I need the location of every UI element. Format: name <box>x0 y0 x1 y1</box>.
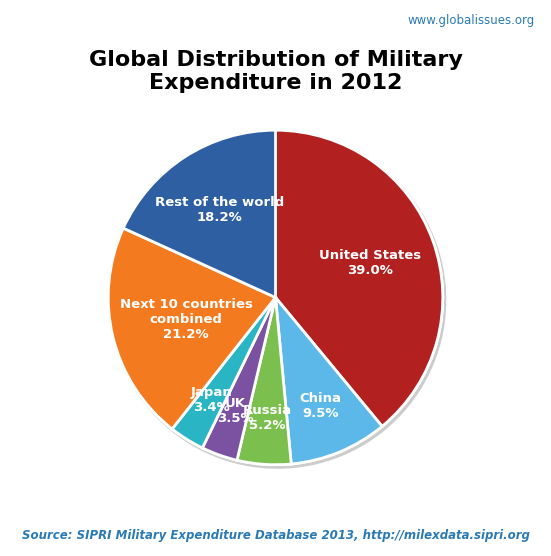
Wedge shape <box>108 228 276 429</box>
Wedge shape <box>237 297 291 465</box>
Text: United States
39.0%: United States 39.0% <box>319 250 421 277</box>
Text: www.globalissues.org: www.globalissues.org <box>407 14 534 27</box>
Text: China
9.5%: China 9.5% <box>299 391 341 420</box>
Wedge shape <box>202 297 276 460</box>
Text: Rest of the world
18.2%: Rest of the world 18.2% <box>155 196 284 224</box>
Wedge shape <box>276 297 382 464</box>
Wedge shape <box>172 297 276 448</box>
Text: UK
3.5%: UK 3.5% <box>217 397 253 425</box>
Wedge shape <box>237 297 291 465</box>
Wedge shape <box>108 228 276 429</box>
Text: Japan
3.4%: Japan 3.4% <box>191 385 233 414</box>
Wedge shape <box>276 130 443 426</box>
Wedge shape <box>172 297 276 448</box>
Wedge shape <box>276 297 382 464</box>
Text: Next 10 countries
combined
21.2%: Next 10 countries combined 21.2% <box>120 297 252 341</box>
Circle shape <box>110 132 446 468</box>
Wedge shape <box>123 130 276 297</box>
Wedge shape <box>123 130 276 297</box>
Text: Source: SIPRI Military Expenditure Database 2013, http://milexdata.sipri.org: Source: SIPRI Military Expenditure Datab… <box>21 529 530 542</box>
Text: Global Distribution of Military
Expenditure in 2012: Global Distribution of Military Expendit… <box>89 50 462 93</box>
Wedge shape <box>276 130 443 426</box>
Text: Russia
5.2%: Russia 5.2% <box>242 404 291 431</box>
Wedge shape <box>202 297 276 460</box>
